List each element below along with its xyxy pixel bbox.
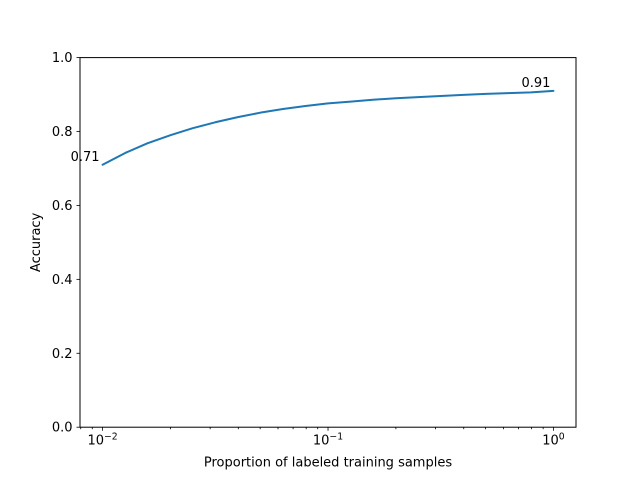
y-axis-tick-label: 0.6 (52, 199, 73, 214)
x-axis-tick-label: 10−2 (87, 432, 117, 449)
y-axis-tick-label: 1.0 (52, 51, 73, 66)
y-axis-label: Accuracy (29, 212, 44, 272)
point-annotation: 0.71 (71, 150, 100, 165)
x-axis-label: Proportion of labeled training samples (204, 456, 452, 471)
y-axis-tick-label: 0.4 (52, 273, 73, 288)
y-axis-tick-label: 0.0 (52, 421, 73, 436)
axes-spines (79, 57, 577, 428)
series-line-accuracy-vs-labeled-proportion (101, 89, 555, 166)
y-axis-tick-label: 0.8 (52, 125, 73, 140)
y-axis-tick-label: 0.2 (52, 347, 73, 362)
point-annotation: 0.91 (521, 76, 550, 91)
x-axis-tick-label: 100 (542, 432, 565, 449)
x-axis-tick-label: 10−1 (313, 432, 343, 449)
